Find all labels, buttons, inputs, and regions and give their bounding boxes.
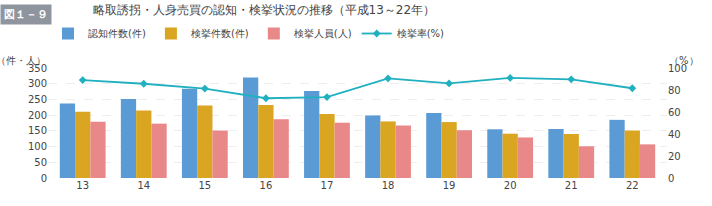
svg-text:13: 13 xyxy=(76,180,89,191)
svg-text:100: 100 xyxy=(28,141,47,152)
svg-text:40: 40 xyxy=(668,129,681,140)
svg-text:0: 0 xyxy=(41,173,47,184)
svg-text:350: 350 xyxy=(28,63,47,74)
svg-text:（件・人）: （件・人） xyxy=(0,55,46,66)
svg-text:300: 300 xyxy=(28,78,47,89)
svg-text:検挙件数(件): 検挙件数(件) xyxy=(191,28,249,39)
svg-text:80: 80 xyxy=(668,85,681,96)
svg-text:22: 22 xyxy=(626,180,639,191)
svg-text:100: 100 xyxy=(668,63,687,74)
svg-text:21: 21 xyxy=(565,180,578,191)
svg-text:14: 14 xyxy=(137,180,150,191)
svg-text:18: 18 xyxy=(382,180,395,191)
svg-text:図１－９: 図１－９ xyxy=(4,8,48,21)
svg-text:略取誘拐・人身売買の認知・検挙状況の推移（平成13～22年）: 略取誘拐・人身売買の認知・検挙状況の推移（平成13～22年） xyxy=(93,3,436,17)
svg-text:認知件数(件): 認知件数(件) xyxy=(88,28,146,39)
svg-text:200: 200 xyxy=(28,110,47,121)
svg-text:19: 19 xyxy=(443,180,456,191)
svg-text:20: 20 xyxy=(504,180,517,191)
svg-text:15: 15 xyxy=(198,180,211,191)
svg-text:250: 250 xyxy=(28,94,47,105)
svg-text:（%）: （%） xyxy=(669,55,699,66)
svg-text:150: 150 xyxy=(28,125,47,136)
svg-text:検挙人員(人): 検挙人員(人) xyxy=(294,28,352,39)
svg-text:50: 50 xyxy=(34,157,47,168)
svg-text:17: 17 xyxy=(321,180,334,191)
svg-text:検挙率(%): 検挙率(%) xyxy=(397,28,444,39)
svg-text:0: 0 xyxy=(668,173,674,184)
svg-text:20: 20 xyxy=(668,151,681,162)
svg-text:16: 16 xyxy=(260,180,273,191)
svg-text:60: 60 xyxy=(668,107,681,118)
